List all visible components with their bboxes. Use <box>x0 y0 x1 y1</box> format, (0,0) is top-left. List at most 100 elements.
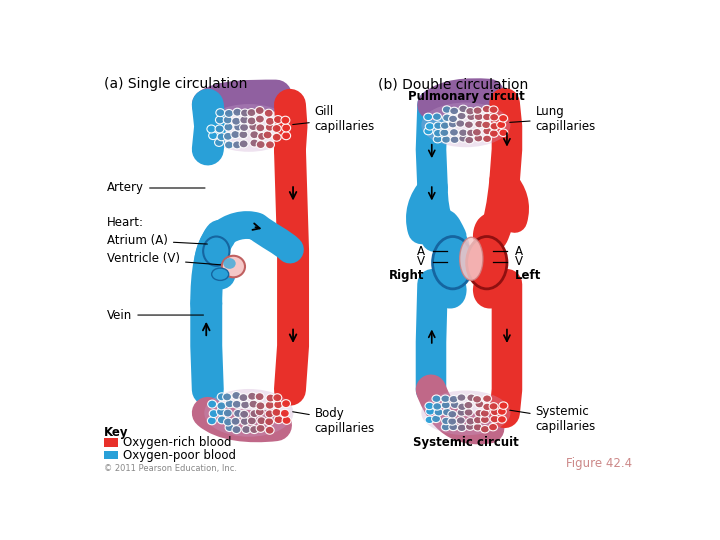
Ellipse shape <box>274 416 283 423</box>
Ellipse shape <box>249 400 258 408</box>
Ellipse shape <box>457 112 466 120</box>
Ellipse shape <box>458 403 467 410</box>
Ellipse shape <box>212 268 229 280</box>
Ellipse shape <box>441 395 450 402</box>
Ellipse shape <box>225 141 233 149</box>
Ellipse shape <box>480 426 490 433</box>
Ellipse shape <box>465 137 474 144</box>
Ellipse shape <box>256 408 264 416</box>
Ellipse shape <box>457 424 467 431</box>
Ellipse shape <box>449 423 458 431</box>
Ellipse shape <box>433 403 441 410</box>
Ellipse shape <box>499 402 508 409</box>
Text: A: A <box>515 245 523 258</box>
Ellipse shape <box>242 426 251 434</box>
Text: V: V <box>515 255 523 268</box>
Ellipse shape <box>256 106 264 114</box>
Text: Figure 42.4: Figure 42.4 <box>567 457 632 470</box>
Ellipse shape <box>450 136 459 144</box>
Ellipse shape <box>258 132 266 140</box>
Text: Ventricle (V): Ventricle (V) <box>107 252 220 265</box>
Ellipse shape <box>425 402 434 410</box>
Ellipse shape <box>207 400 217 408</box>
Ellipse shape <box>441 122 449 130</box>
Ellipse shape <box>248 417 256 425</box>
Ellipse shape <box>456 417 465 424</box>
Ellipse shape <box>207 125 216 133</box>
Ellipse shape <box>464 409 473 416</box>
Ellipse shape <box>257 417 266 424</box>
Ellipse shape <box>474 134 483 142</box>
Ellipse shape <box>467 129 475 137</box>
Ellipse shape <box>239 131 248 139</box>
Ellipse shape <box>456 120 465 127</box>
Ellipse shape <box>498 408 506 415</box>
Ellipse shape <box>449 115 457 123</box>
Bar <box>104 450 118 459</box>
Text: Vein: Vein <box>107 308 204 321</box>
Ellipse shape <box>433 237 473 289</box>
Ellipse shape <box>224 418 233 426</box>
Ellipse shape <box>489 403 498 410</box>
Ellipse shape <box>282 132 291 140</box>
Ellipse shape <box>233 400 241 408</box>
Ellipse shape <box>263 131 272 139</box>
Ellipse shape <box>225 423 234 431</box>
Ellipse shape <box>217 402 226 410</box>
Ellipse shape <box>239 140 248 148</box>
Ellipse shape <box>467 394 476 401</box>
Text: © 2011 Pearson Education, Inc.: © 2011 Pearson Education, Inc. <box>104 464 237 473</box>
Ellipse shape <box>224 123 233 131</box>
Ellipse shape <box>223 258 235 269</box>
Ellipse shape <box>232 392 240 400</box>
Text: (a) Single circulation: (a) Single circulation <box>104 77 248 91</box>
Ellipse shape <box>497 121 505 129</box>
Ellipse shape <box>265 426 274 434</box>
Ellipse shape <box>473 423 482 431</box>
Ellipse shape <box>215 116 225 124</box>
Text: Heart:: Heart: <box>107 216 144 229</box>
Ellipse shape <box>256 140 265 148</box>
Ellipse shape <box>223 409 233 417</box>
Text: Oxygen-poor blood: Oxygen-poor blood <box>122 449 235 462</box>
Ellipse shape <box>249 123 258 131</box>
Ellipse shape <box>441 401 450 409</box>
Ellipse shape <box>272 125 281 132</box>
Text: Systemic circuit: Systemic circuit <box>413 436 518 449</box>
Ellipse shape <box>490 123 499 130</box>
Bar <box>104 438 118 447</box>
Ellipse shape <box>442 106 451 113</box>
Ellipse shape <box>274 116 282 124</box>
Ellipse shape <box>474 120 484 128</box>
Ellipse shape <box>256 124 265 132</box>
Ellipse shape <box>424 127 433 135</box>
Ellipse shape <box>457 409 466 416</box>
Ellipse shape <box>441 136 451 143</box>
Ellipse shape <box>441 423 450 431</box>
Ellipse shape <box>207 417 216 425</box>
FancyBboxPatch shape <box>87 62 651 484</box>
Text: Right: Right <box>390 268 425 281</box>
Ellipse shape <box>498 416 506 423</box>
Ellipse shape <box>459 134 468 142</box>
Ellipse shape <box>234 123 243 131</box>
Ellipse shape <box>467 237 507 289</box>
Ellipse shape <box>266 141 274 148</box>
Ellipse shape <box>282 124 291 132</box>
Ellipse shape <box>204 104 294 152</box>
Ellipse shape <box>474 416 482 424</box>
Ellipse shape <box>240 417 249 426</box>
Text: Oxygen-rich blood: Oxygen-rich blood <box>122 436 231 449</box>
Ellipse shape <box>443 114 451 122</box>
Ellipse shape <box>240 116 248 124</box>
Ellipse shape <box>450 107 459 114</box>
Ellipse shape <box>231 417 240 426</box>
Ellipse shape <box>449 129 459 136</box>
Ellipse shape <box>482 121 490 129</box>
Ellipse shape <box>256 402 265 410</box>
Text: Lung
capillaries: Lung capillaries <box>510 105 596 133</box>
Ellipse shape <box>475 401 484 408</box>
Ellipse shape <box>433 136 442 143</box>
Ellipse shape <box>203 237 230 266</box>
Ellipse shape <box>266 117 274 125</box>
